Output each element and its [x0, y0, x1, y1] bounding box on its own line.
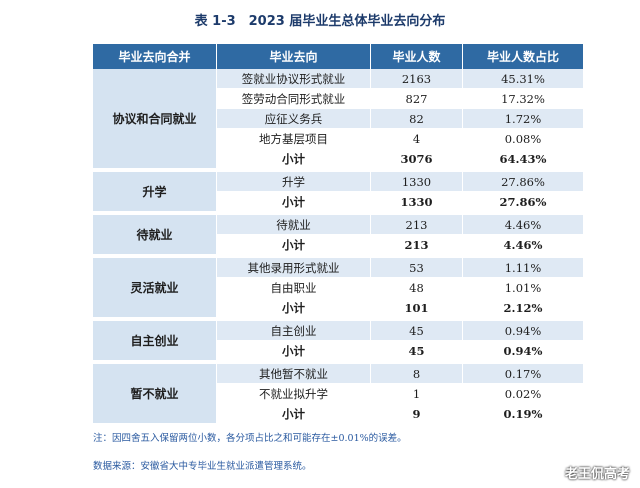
count-cell: 9	[371, 404, 463, 427]
count-cell: 45	[371, 341, 463, 364]
percentage-cell: 27.86%	[463, 192, 583, 215]
table-row: 暂不就业 其他暂不就业 8 0.17%	[93, 364, 583, 427]
table-row: 地方基层项目 4 0.08%	[93, 129, 583, 149]
subtotal-row: 小计 213 4.46%	[93, 235, 583, 258]
table-row: 自由职业 48 1.01%	[93, 278, 583, 298]
table-row: 应征义务兵 82 1.72%	[93, 109, 583, 129]
percentage-cell: 17.32%	[463, 89, 583, 109]
destination-cell: 升学	[217, 172, 371, 192]
header-percentage: 毕业人数占比	[463, 44, 583, 69]
category-cell: 待就业	[93, 215, 217, 258]
count-cell: 1330	[371, 172, 463, 192]
category-cell: 暂不就业	[93, 364, 217, 427]
destination-cell: 小计	[217, 235, 371, 258]
percentage-cell: 0.17%	[463, 364, 583, 384]
header-destination: 毕业去向	[217, 44, 371, 69]
percentage-cell: 1.72%	[463, 109, 583, 129]
percentage-cell: 64.43%	[463, 149, 583, 172]
destination-cell: 小计	[217, 298, 371, 321]
percentage-cell: 0.02%	[463, 384, 583, 404]
destination-cell: 签劳动合同形式就业	[217, 89, 371, 109]
count-cell: 53	[371, 258, 463, 278]
table-header-row: 毕业去向合并 毕业去向 毕业人数 毕业人数占比	[93, 44, 583, 69]
destination-cell: 自主创业	[217, 321, 371, 341]
count-cell: 213	[371, 215, 463, 235]
percentage-cell: 2.12%	[463, 298, 583, 321]
destination-cell: 地方基层项目	[217, 129, 371, 149]
count-cell: 213	[371, 235, 463, 258]
count-cell: 1330	[371, 192, 463, 215]
count-cell: 2163	[371, 69, 463, 89]
table-row: 自主创业 自主创业 45 0.94%	[93, 321, 583, 364]
destination-cell: 不就业拟升学	[217, 384, 371, 404]
watermark: 老王侃高考	[564, 467, 630, 482]
subtotal-row: 小计 3076 64.43%	[93, 149, 583, 172]
percentage-cell: 0.94%	[463, 341, 583, 364]
percentage-cell: 4.46%	[463, 215, 583, 235]
subtotal-row: 小计 9 0.19%	[93, 404, 583, 427]
percentage-cell: 27.86%	[463, 172, 583, 192]
count-cell: 48	[371, 278, 463, 298]
count-cell: 82	[371, 109, 463, 129]
subtotal-row: 小计 1330 27.86%	[93, 192, 583, 215]
percentage-cell: 0.08%	[463, 129, 583, 149]
data-source: 数据来源：安徽省大中专毕业生就业派遣管理系统。	[93, 461, 312, 472]
category-cell: 灵活就业	[93, 258, 217, 321]
header-count: 毕业人数	[371, 44, 463, 69]
table-row: 升学 升学 1330 27.86%	[93, 172, 583, 215]
percentage-cell: 0.94%	[463, 321, 583, 341]
destination-cell: 待就业	[217, 215, 371, 235]
category-cell: 协议和合同就业	[93, 69, 217, 172]
destination-cell: 小计	[217, 404, 371, 427]
count-cell: 4	[371, 129, 463, 149]
category-cell: 升学	[93, 172, 217, 215]
subtotal-row: 小计 101 2.12%	[93, 298, 583, 321]
subtotal-row: 小计 45 0.94%	[93, 341, 583, 364]
graduate-destination-table: 毕业去向合并 毕业去向 毕业人数 毕业人数占比 协议和合同就业 签就业协议形式就业…	[93, 44, 583, 427]
table-row: 灵活就业 其他录用形式就业 53 1.11%	[93, 258, 583, 321]
count-cell: 3076	[371, 149, 463, 172]
count-cell: 45	[371, 321, 463, 341]
percentage-cell: 45.31%	[463, 69, 583, 89]
destination-cell: 小计	[217, 192, 371, 215]
percentage-cell: 1.11%	[463, 258, 583, 278]
table-row: 签劳动合同形式就业 827 17.32%	[93, 89, 583, 109]
count-cell: 8	[371, 364, 463, 384]
destination-cell: 签就业协议形式就业	[217, 69, 371, 89]
table-row: 不就业拟升学 1 0.02%	[93, 384, 583, 404]
destination-cell: 自由职业	[217, 278, 371, 298]
table-body: 协议和合同就业 签就业协议形式就业 2163 45.31% 签劳动合同形式就业 827 17…	[93, 69, 583, 427]
count-cell: 827	[371, 89, 463, 109]
table-row: 待就业 待就业 213 4.46%	[93, 215, 583, 258]
category-cell: 自主创业	[93, 321, 217, 364]
percentage-cell: 0.19%	[463, 404, 583, 427]
destination-cell: 小计	[217, 341, 371, 364]
destination-cell: 其他录用形式就业	[217, 258, 371, 278]
table-row: 协议和合同就业 签就业协议形式就业 2163 45.31%	[93, 69, 583, 172]
count-cell: 1	[371, 384, 463, 404]
percentage-cell: 4.46%	[463, 235, 583, 258]
destination-cell: 小计	[217, 149, 371, 172]
footnote: 注：因四舍五入保留两位小数，各分项占比之和可能存在±0.01%的误差。	[93, 433, 407, 444]
percentage-cell: 1.01%	[463, 278, 583, 298]
count-cell: 101	[371, 298, 463, 321]
header-category: 毕业去向合并	[93, 44, 217, 69]
destination-cell: 其他暂不就业	[217, 364, 371, 384]
destination-cell: 应征义务兵	[217, 109, 371, 129]
table-title: 表 1-3 2023 届毕业生总体毕业去向分布	[194, 14, 446, 29]
